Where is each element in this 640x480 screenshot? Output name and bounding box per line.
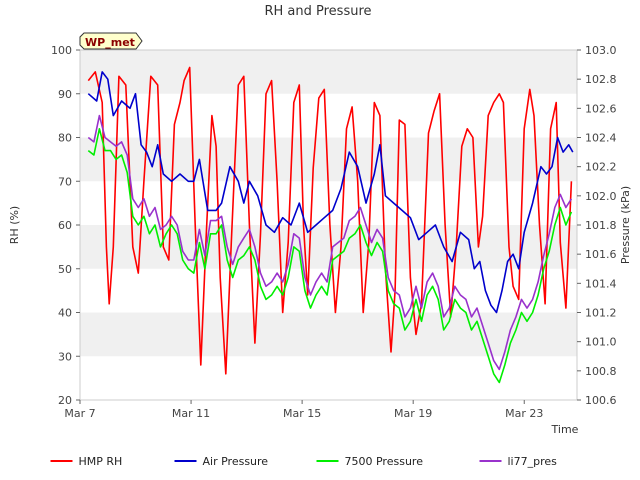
right-y-tick-label: 101.8	[585, 219, 617, 232]
series-line-p7500	[87, 128, 573, 384]
legend-label: li77_pres	[508, 455, 558, 468]
series-line-air	[87, 71, 574, 314]
x-axis-label: Time	[551, 423, 579, 436]
left-y-tick-label: 20	[58, 394, 72, 407]
legend: HMP RH Air Pressure 7500 Pressure li77_pres	[50, 455, 558, 468]
left-y-tick-label: 30	[58, 350, 72, 363]
grid-band	[80, 50, 577, 94]
left-y-tick-label: 40	[58, 307, 72, 320]
station-badge-shape	[79, 32, 143, 50]
right-y-axis-label: Pressure (kPa)	[619, 186, 632, 264]
right-y-tick-label: 102.8	[585, 73, 617, 86]
x-tick-label: Mar 11	[172, 407, 210, 420]
grid-band	[80, 356, 577, 400]
legend-label: Air Pressure	[203, 455, 269, 468]
right-y-tick-label: 100.6	[585, 394, 617, 407]
series-layer	[87, 66, 574, 384]
x-axis: Mar 7 Mar 11 Mar 15 Mar 19 Mar 23	[64, 400, 543, 420]
right-y-tick-label: 100.8	[585, 365, 617, 378]
series-line-li77	[87, 114, 573, 371]
right-y-tick-label: 103.0	[585, 44, 617, 57]
legend-item-air: Air Pressure	[174, 455, 269, 468]
left-y-tick-label: 100	[51, 44, 72, 57]
left-y-tick-label: 90	[58, 88, 72, 101]
station-badge-label: WP_met	[85, 36, 135, 49]
legend-item-rh: HMP RH	[50, 455, 123, 468]
chart-title: RH and Pressure	[264, 4, 371, 19]
right-y-tick-label: 101.6	[585, 248, 617, 261]
x-tick-label: Mar 23	[505, 407, 543, 420]
legend-item-li77: li77_pres	[479, 455, 558, 468]
right-y-tick-label: 101.2	[585, 307, 617, 320]
right-y-tick-label: 102.4	[585, 132, 617, 145]
grid-band	[80, 225, 577, 269]
legend-item-p7500: 7500 Pressure	[316, 455, 424, 468]
grid-band	[80, 312, 577, 357]
left-y-tick-label: 60	[58, 219, 72, 232]
x-tick-label: Mar 19	[394, 407, 432, 420]
x-tick-label: Mar 15	[283, 407, 321, 420]
right-y-tick-label: 101.4	[585, 277, 617, 290]
left-y-tick-label: 50	[58, 263, 72, 276]
legend-label: 7500 Pressure	[345, 455, 424, 468]
right-y-axis: 100.6 100.8 101.0 101.2 101.4 101.6 101.8 102.0…	[577, 44, 617, 407]
left-y-tick-label: 80	[58, 132, 72, 145]
left-y-axis-label: RH (%)	[8, 206, 21, 244]
x-tick-label: Mar 7	[64, 407, 95, 420]
left-y-tick-label: 70	[58, 175, 72, 188]
legend-label: HMP RH	[79, 455, 123, 468]
right-y-tick-label: 102.2	[585, 161, 617, 174]
right-y-tick-label: 101.0	[585, 336, 617, 349]
left-y-axis: 20 30 40 50 60 70 80 90 100	[51, 44, 80, 407]
right-y-tick-label: 102.0	[585, 190, 617, 203]
right-y-tick-label: 102.6	[585, 102, 617, 115]
station-badge: WP_met	[79, 32, 143, 50]
series-line-rh	[87, 66, 573, 375]
